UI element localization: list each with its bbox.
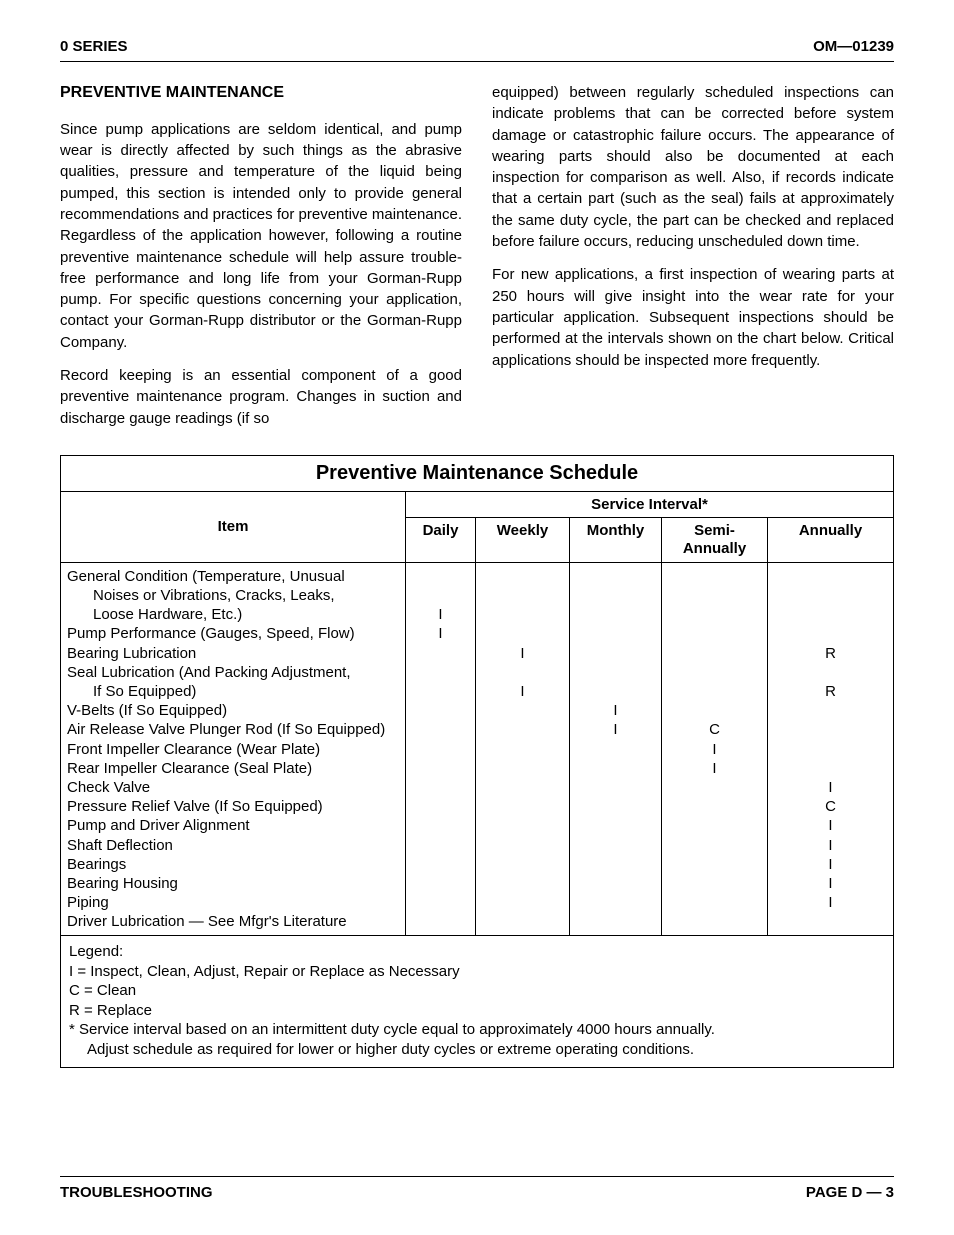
col-header-item: Item	[61, 492, 406, 563]
col-header-service-interval: Service Interval*	[406, 492, 893, 518]
row-general-condition: General Condition (Temperature, Unusual	[67, 567, 399, 586]
header-right: OM—01239	[813, 38, 894, 55]
right-column: equipped) between regularly scheduled in…	[492, 82, 894, 429]
right-para-2: For new applications, a first inspection…	[492, 264, 894, 370]
daily-col: I I	[406, 563, 476, 936]
col-header-annually: Annually	[768, 518, 893, 562]
col-header-monthly: Monthly	[570, 518, 662, 562]
monthly-col: I I	[570, 563, 662, 936]
row-pump-performance: Pump Performance (Gauges, Speed, Flow)	[67, 624, 399, 643]
footer-left: TROUBLESHOOTING	[60, 1184, 213, 1201]
legend-r: R = Replace	[69, 1001, 885, 1021]
weekly-col: I I	[476, 563, 570, 936]
col-header-daily: Daily	[406, 518, 476, 562]
left-column: PREVENTIVE MAINTENANCE Since pump applic…	[60, 82, 462, 429]
legend: Legend: I = Inspect, Clean, Adjust, Repa…	[61, 936, 893, 1067]
mark: I	[768, 874, 893, 893]
mark: I	[768, 855, 893, 874]
row-bearing-lubrication: Bearing Lubrication	[67, 644, 399, 663]
row-bearings: Bearings	[67, 855, 399, 874]
section-heading: PREVENTIVE MAINTENANCE	[60, 82, 462, 105]
table-body: General Condition (Temperature, Unusual …	[61, 563, 893, 937]
mark: I	[768, 893, 893, 912]
row-driver-lubrication: Driver Lubrication — See Mfgr's Literatu…	[67, 912, 399, 931]
legend-footnote-cont: Adjust schedule as required for lower or…	[69, 1040, 885, 1060]
row-rear-impeller: Rear Impeller Clearance (Seal Plate)	[67, 759, 399, 778]
mark: C	[768, 797, 893, 816]
header-left: 0 SERIES	[60, 38, 128, 55]
row-general-condition-cont: Noises or Vibrations, Cracks, Leaks,	[67, 586, 399, 605]
row-piping: Piping	[67, 893, 399, 912]
legend-footnote: * Service interval based on an intermitt…	[69, 1020, 885, 1040]
maintenance-schedule-table: Preventive Maintenance Schedule Item Ser…	[60, 455, 894, 1069]
mark: I	[768, 778, 893, 797]
mark: R	[768, 644, 893, 663]
row-vbelts: V-Belts (If So Equipped)	[67, 701, 399, 720]
page-header: 0 SERIES OM—01239	[60, 38, 894, 55]
row-seal-lubrication-cont: If So Equipped)	[67, 682, 399, 701]
item-col: General Condition (Temperature, Unusual …	[61, 563, 406, 936]
footer-rule	[60, 1176, 894, 1177]
mark: I	[768, 836, 893, 855]
right-para-1: equipped) between regularly scheduled in…	[492, 82, 894, 252]
annually-col: R R I C I I I I I	[768, 563, 893, 936]
row-bearing-housing: Bearing Housing	[67, 874, 399, 893]
mark: I	[406, 624, 475, 643]
mark: I	[570, 701, 661, 720]
table-title: Preventive Maintenance Schedule	[61, 456, 893, 491]
mark: I	[662, 740, 767, 759]
mark: I	[662, 759, 767, 778]
mark: I	[476, 644, 569, 663]
row-pump-driver-alignment: Pump and Driver Alignment	[67, 816, 399, 835]
legend-title: Legend:	[69, 942, 885, 962]
mark: R	[768, 682, 893, 701]
mark: I	[476, 682, 569, 701]
page-footer: TROUBLESHOOTING PAGE D — 3	[60, 1184, 894, 1201]
row-pressure-relief: Pressure Relief Valve (If So Equipped)	[67, 797, 399, 816]
col-header-semi-annually: Semi- Annually	[662, 518, 768, 562]
mark: I	[768, 816, 893, 835]
col-header-weekly: Weekly	[476, 518, 570, 562]
legend-c: C = Clean	[69, 981, 885, 1001]
row-seal-lubrication: Seal Lubrication (And Packing Adjustment…	[67, 663, 399, 682]
row-general-condition-cont2: Loose Hardware, Etc.)	[67, 605, 399, 624]
mark: I	[406, 605, 475, 624]
left-para-2: Record keeping is an essential component…	[60, 365, 462, 429]
footer-right: PAGE D — 3	[806, 1184, 894, 1201]
mark: I	[570, 720, 661, 739]
body-columns: PREVENTIVE MAINTENANCE Since pump applic…	[60, 82, 894, 429]
left-para-1: Since pump applications are seldom ident…	[60, 119, 462, 353]
row-air-release: Air Release Valve Plunger Rod (If So Equ…	[67, 720, 399, 739]
header-rule	[60, 61, 894, 62]
row-shaft-deflection: Shaft Deflection	[67, 836, 399, 855]
semi-annually-col: C I I	[662, 563, 768, 936]
legend-i: I = Inspect, Clean, Adjust, Repair or Re…	[69, 962, 885, 982]
row-check-valve: Check Valve	[67, 778, 399, 797]
row-front-impeller: Front Impeller Clearance (Wear Plate)	[67, 740, 399, 759]
mark: C	[662, 720, 767, 739]
